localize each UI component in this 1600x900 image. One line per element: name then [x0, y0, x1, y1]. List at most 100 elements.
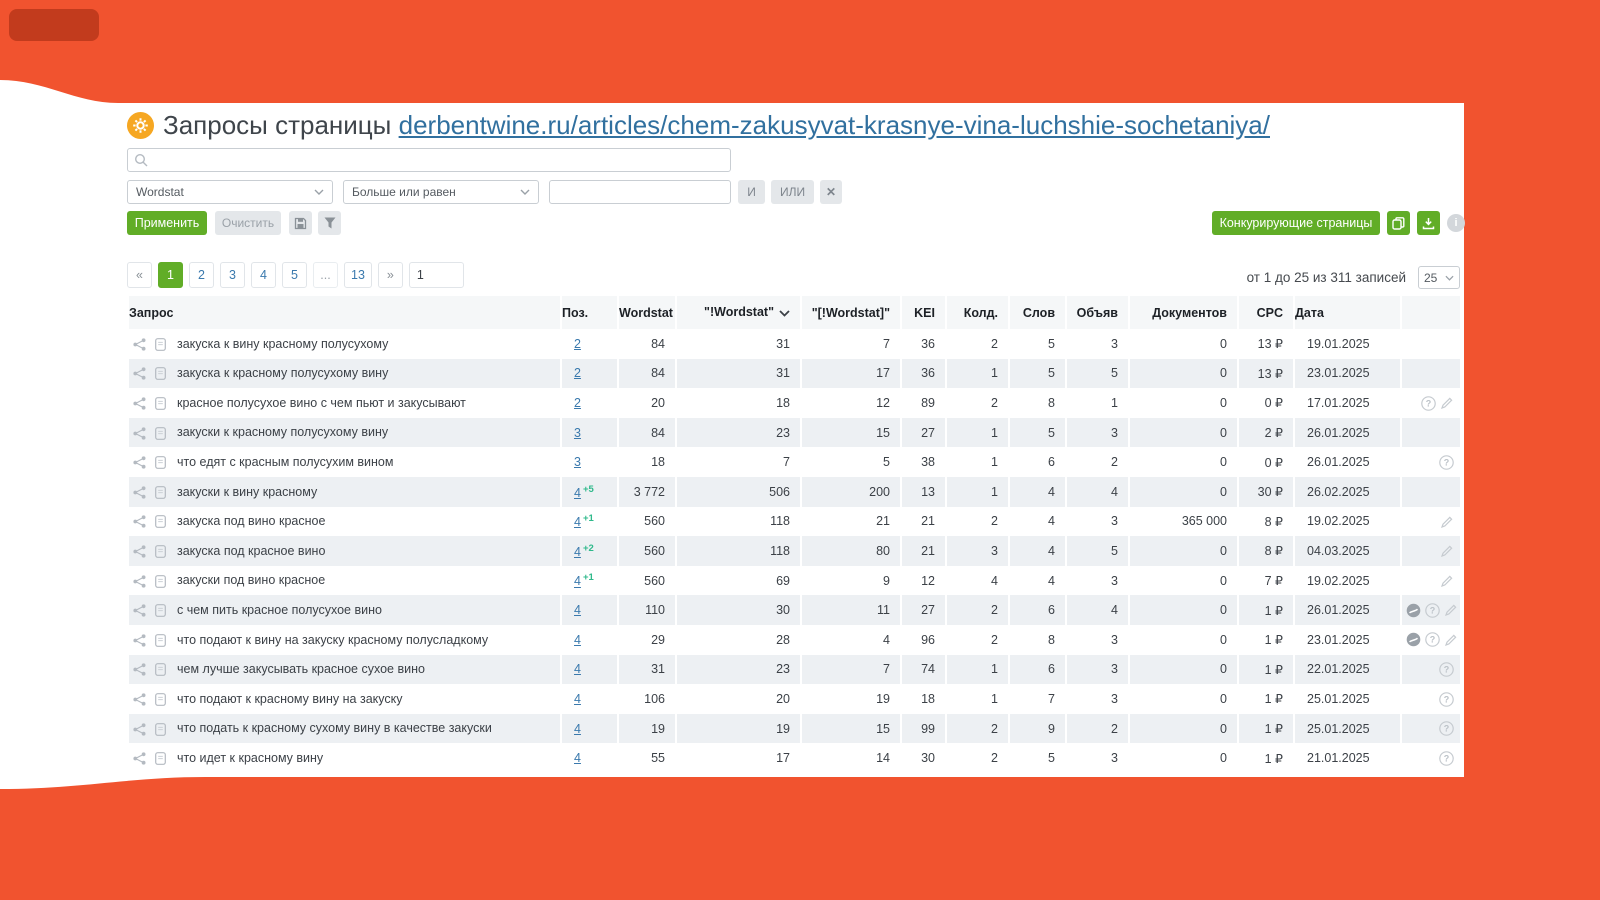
position-link[interactable]: 4 [574, 574, 581, 589]
help-icon[interactable]: ? [1439, 750, 1454, 766]
search-input[interactable] [153, 153, 730, 167]
share-icon[interactable] [133, 604, 146, 617]
document-icon[interactable] [155, 722, 166, 736]
share-icon[interactable] [133, 367, 146, 381]
document-icon[interactable] [155, 485, 166, 499]
download-button[interactable] [1417, 211, 1440, 235]
position-link[interactable]: 4 [574, 691, 581, 706]
help-icon[interactable]: ? [1439, 662, 1454, 677]
help-icon[interactable]: ? [1425, 602, 1440, 618]
share-icon[interactable] [133, 338, 146, 351]
pagination-page-3[interactable]: 3 [220, 262, 245, 288]
position-link[interactable]: 2 [574, 366, 581, 381]
filter-remove-button[interactable]: ✕ [820, 180, 842, 204]
document-icon[interactable] [155, 574, 166, 588]
document-icon[interactable] [155, 752, 166, 766]
pagination-prev-button[interactable]: « [127, 262, 152, 288]
pagination-next-button[interactable]: » [377, 262, 403, 288]
column-header-6[interactable]: KEI [900, 296, 947, 329]
document-icon[interactable] [155, 693, 166, 706]
pagination-page-4[interactable]: 4 [251, 262, 276, 288]
copy-button[interactable] [1387, 211, 1410, 235]
position-link[interactable]: 4 [574, 545, 581, 560]
pagination-page-2[interactable]: 2 [189, 262, 214, 288]
share-icon[interactable] [133, 397, 146, 410]
share-icon[interactable] [133, 693, 146, 706]
share-icon[interactable] [133, 427, 146, 440]
pagination-page-13[interactable]: 13 [344, 262, 372, 288]
column-header-8[interactable]: Слов [1008, 296, 1067, 329]
share-icon[interactable] [133, 515, 146, 529]
filter-and-button[interactable]: И [738, 180, 765, 204]
help-icon[interactable]: ? [1439, 454, 1454, 470]
column-header-2[interactable]: Поз. [560, 296, 619, 329]
position-link[interactable]: 4 [574, 662, 581, 677]
save-filter-button[interactable] [289, 211, 312, 235]
share-icon[interactable] [133, 575, 146, 588]
pencil-icon[interactable] [1440, 574, 1454, 588]
share-icon[interactable] [133, 486, 146, 499]
share-icon[interactable] [133, 752, 146, 765]
pencil-icon[interactable] [1440, 544, 1454, 558]
document-icon[interactable] [155, 663, 166, 677]
share-icon[interactable] [133, 456, 146, 469]
pencil-icon[interactable] [1440, 515, 1454, 529]
help-icon[interactable]: ? [1439, 721, 1454, 736]
competitors-button[interactable]: Конкурирующие страницы [1212, 211, 1380, 235]
apply-button[interactable]: Применить [127, 211, 207, 235]
position-link[interactable]: 4 [574, 721, 581, 736]
filter-funnel-button[interactable] [318, 211, 341, 235]
position-link[interactable]: 2 [574, 336, 581, 351]
document-icon[interactable] [155, 515, 166, 529]
position-link[interactable]: 4 [574, 632, 581, 647]
globe-icon[interactable] [1406, 603, 1421, 618]
column-header-12[interactable]: Дата [1293, 296, 1402, 329]
document-icon[interactable] [155, 456, 166, 470]
column-header-4[interactable]: "!Wordstat" [675, 296, 802, 329]
column-header-10[interactable]: Документов [1128, 296, 1239, 329]
pencil-icon[interactable] [1440, 396, 1454, 410]
help-icon[interactable]: ? [1421, 395, 1436, 411]
analyzed-url-link[interactable]: derbentwine.ru/articles/chem-zakusyvat-k… [398, 110, 1270, 140]
position-link[interactable]: 2 [574, 395, 581, 410]
info-button[interactable]: i [1447, 214, 1465, 232]
position-link[interactable]: 4 [574, 751, 581, 766]
document-icon[interactable] [155, 397, 166, 410]
position-link[interactable]: 4 [574, 603, 581, 618]
share-icon[interactable] [133, 545, 146, 558]
filter-field-select[interactable]: Wordstat [127, 180, 333, 204]
document-icon[interactable] [155, 604, 166, 618]
filter-operator-select[interactable]: Больше или равен [343, 180, 539, 204]
document-icon[interactable] [155, 426, 166, 440]
column-header-7[interactable]: Колд. [945, 296, 1010, 329]
position-link[interactable]: 4 [574, 485, 581, 500]
clear-button[interactable]: Очистить [215, 211, 281, 235]
document-icon[interactable] [155, 367, 166, 381]
column-header-3[interactable]: Wordstat [617, 296, 677, 329]
globe-icon[interactable] [1406, 632, 1421, 647]
help-icon[interactable]: ? [1425, 632, 1440, 648]
position-link[interactable]: 3 [574, 455, 581, 470]
column-header-9[interactable]: Объяв [1065, 296, 1130, 329]
position-link[interactable]: 4 [574, 515, 581, 530]
document-icon[interactable] [155, 545, 166, 558]
page-size-select[interactable]: 25 [1418, 266, 1460, 289]
pagination-page-1[interactable]: 1 [158, 262, 183, 288]
pencil-icon[interactable] [1444, 633, 1458, 647]
pagination-goto-input[interactable] [408, 262, 464, 288]
filter-value-input[interactable] [549, 180, 731, 204]
document-icon[interactable] [155, 337, 166, 351]
share-icon[interactable] [133, 663, 146, 677]
query-cell: с чем пить красное полусухое вино [127, 595, 562, 625]
share-icon[interactable] [133, 634, 146, 647]
document-icon[interactable] [155, 633, 166, 647]
share-icon[interactable] [133, 723, 146, 736]
help-icon[interactable]: ? [1439, 691, 1454, 707]
filter-or-button[interactable]: ИЛИ [771, 180, 814, 204]
pagination-page-5[interactable]: 5 [282, 262, 307, 288]
column-header-1[interactable]: Запрос [127, 296, 562, 329]
pencil-icon[interactable] [1444, 603, 1458, 617]
column-header-5[interactable]: "[!Wordstat]" [800, 296, 902, 329]
position-link[interactable]: 3 [574, 425, 581, 440]
column-header-11[interactable]: CPC [1237, 296, 1295, 329]
